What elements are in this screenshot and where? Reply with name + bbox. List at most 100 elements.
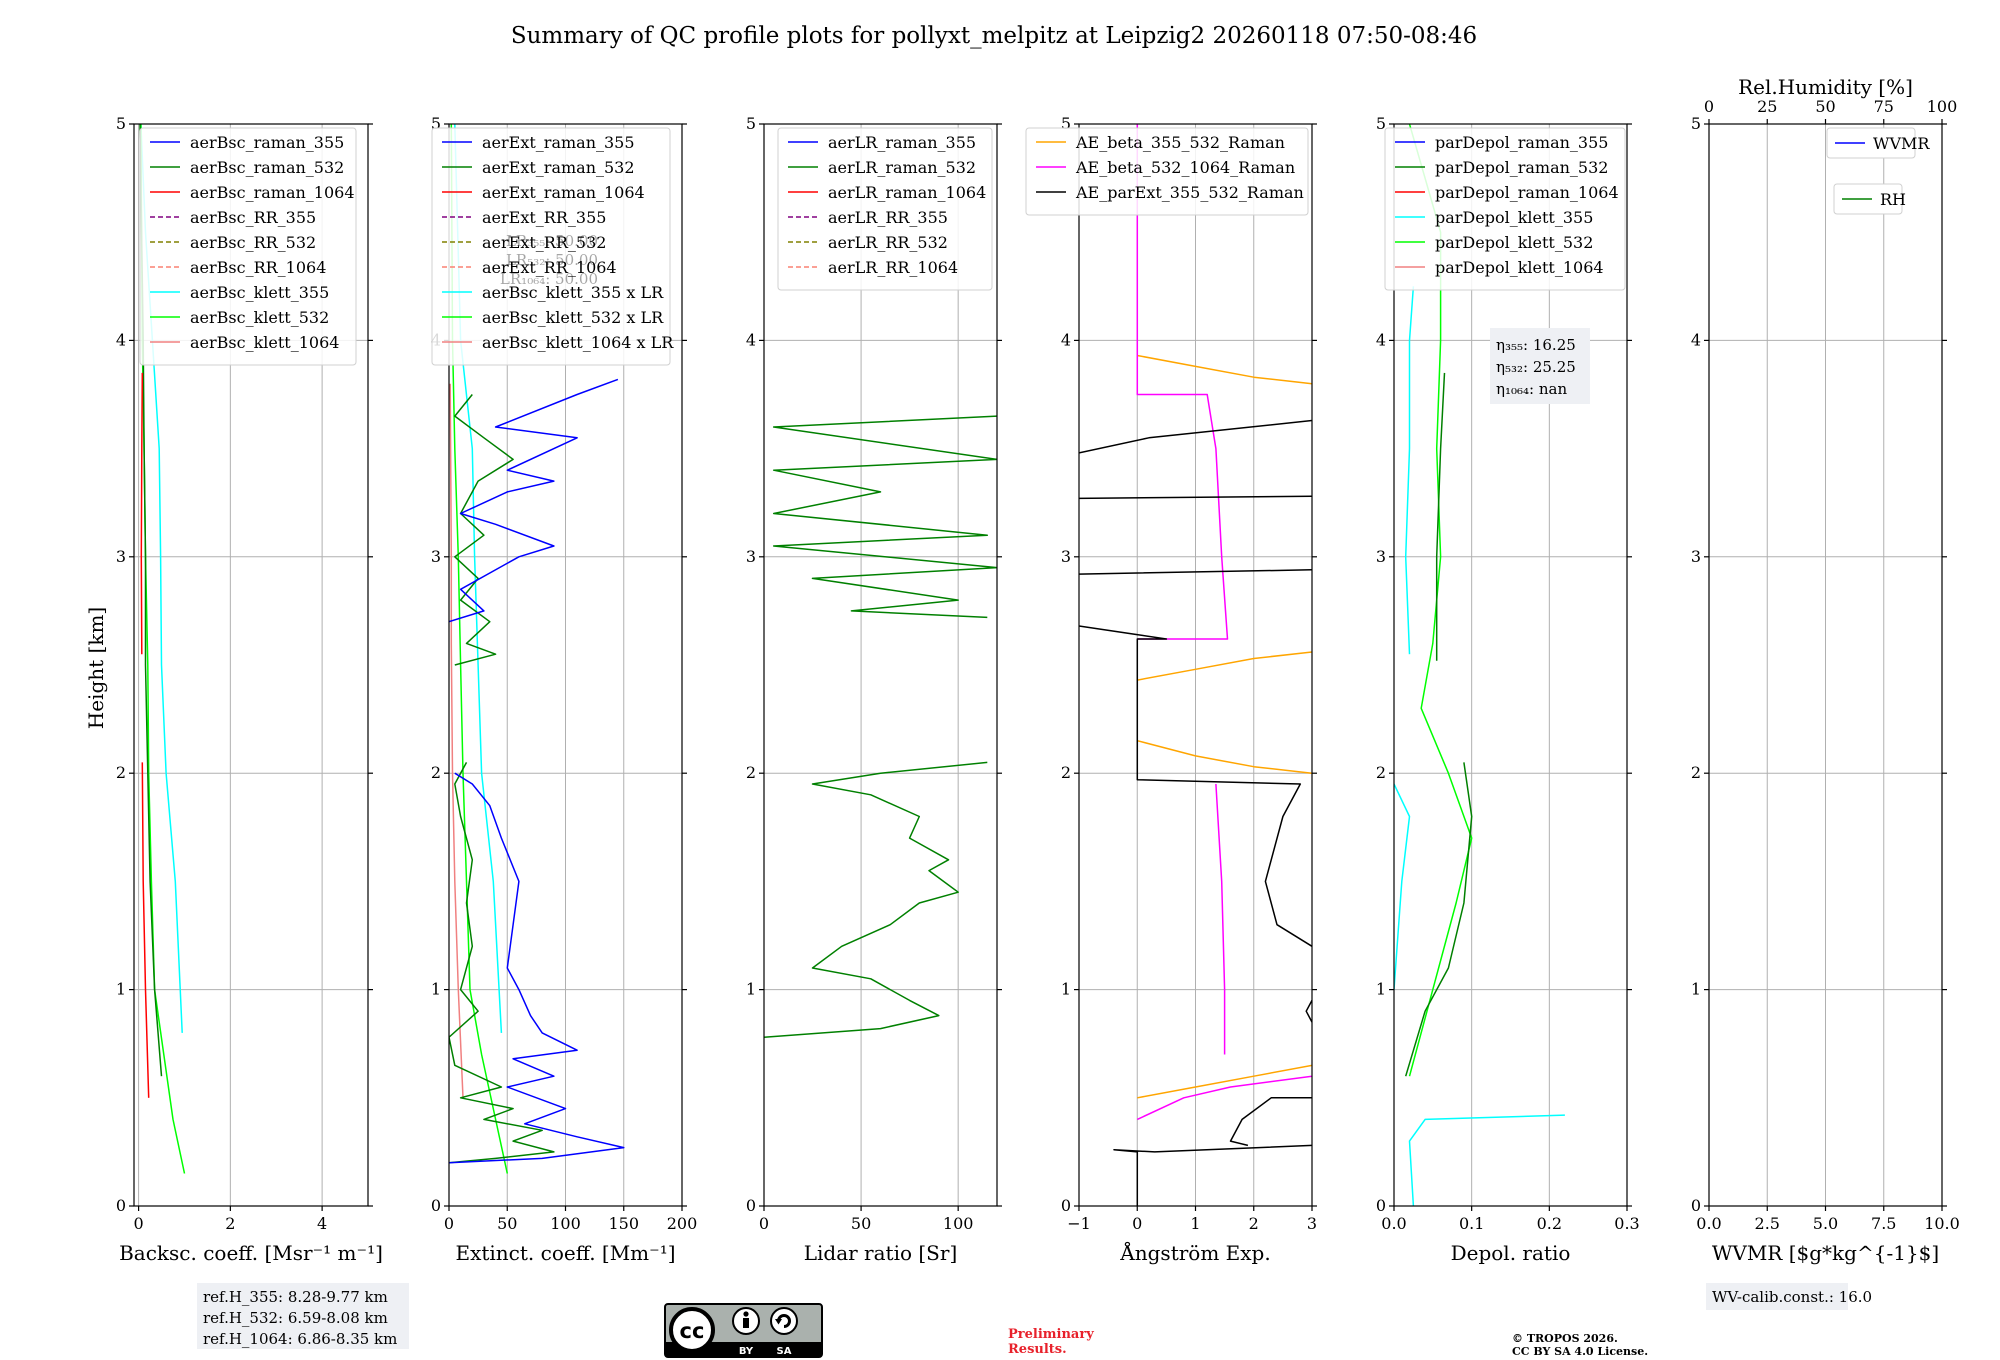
legend-label: aerExt_RR_1064 [482,258,617,277]
y-tick-label: 1 [1376,980,1386,999]
legend-label: aerBsc_RR_355 [190,208,316,227]
preliminary-results-label: Results. [1008,1342,1067,1357]
x-tick-label: 0 [444,1214,454,1233]
y-tick-label: 1 [1691,980,1701,999]
axes-frame [133,123,369,1207]
y-tick-label: 1 [431,980,441,999]
wv-calib-label: WV-calib.const.: 16.0 [1712,1288,1872,1306]
series-line-aerBsc_raman_532 [139,124,163,1077]
x-axis-label: Lidar ratio [Sr] [804,1241,958,1265]
x-tick-label: 0.0 [1381,1214,1406,1233]
x-tick-label: 100 [943,1214,974,1233]
x-axis-label: Ångström Exp. [1119,1240,1270,1265]
x2-tick-label: 100 [1927,97,1958,116]
legend-label: aerLR_raman_1064 [828,183,986,202]
y-tick-label: 4 [116,330,126,349]
y-tick-label: 3 [746,547,756,566]
legend-label: aerLR_raman_355 [828,133,976,152]
x-axis-label: Extinct. coeff. [Mm⁻¹] [455,1241,675,1265]
y-tick-label: 2 [1061,763,1071,782]
copyright-label: © TROPOS 2026. [1512,1332,1618,1345]
y-tick-label: 1 [746,980,756,999]
lr-annotation-line: LR₃₅₅: 50.00 [506,232,598,250]
cc-icon [669,1307,715,1353]
license-label: CC BY SA 4.0 License. [1512,1345,1648,1358]
x2-tick-label: 0 [1704,97,1714,116]
ref-height-box: ref.H_355: 8.28-9.77 km ref.H_532: 6.59-… [197,1283,409,1349]
x-tick-label: 0 [133,1214,143,1233]
legend-frame [431,127,671,366]
x-tick-label: 50 [497,1214,517,1233]
legend-label: aerLR_raman_532 [828,158,976,177]
x-tick-label: 1 [1190,1214,1200,1233]
eta-annotation-line: η₅₃₂: 25.25 [1496,358,1576,376]
panel-ext: 012345050100150200Extinct. coeff. [Mm⁻¹]… [431,114,697,1265]
legend: aerExt_raman_355 aerExt_raman_532 aerExt_r… [431,127,674,366]
axes-frame [763,123,998,1207]
x-tick-label: 2 [225,1214,235,1233]
cc-text: cc [680,1319,705,1343]
x-axis-label: WVMR [$g*kg^{-1}$] [1712,1241,1939,1265]
legend-label: aerLR_RR_532 [828,233,948,252]
legend-frame [139,127,357,366]
series-line-aerExt_raman_355 [449,378,625,1164]
x-tick-label: 4 [317,1214,327,1233]
series-line-aerBsc_klett_532 x LR [450,124,509,1174]
legend: parDepol_raman_355 parDepol_raman_532 parD… [1384,127,1626,291]
legend-label: aerBsc_RR_532 [190,233,316,252]
x2-tick-label: 25 [1757,97,1777,116]
y-tick-label: 1 [116,980,126,999]
y-tick-label: 4 [1691,330,1701,349]
y-tick-label: 3 [1376,547,1386,566]
y-tick-label: 4 [1061,330,1071,349]
ref-height-box-bg [197,1283,409,1349]
y-tick-label: 0 [746,1196,756,1215]
y-tick-label: 1 [1061,980,1071,999]
y-tick-label: 3 [431,547,441,566]
eta-annotation-line: η₃₅₅: 16.25 [1496,336,1576,354]
legend-frame [1384,127,1626,291]
legend: AE_beta_355_532_Raman AE_beta_532_1064_Ra… [1025,127,1309,216]
lr-annotation-line: LR₅₃₂: 50.00 [506,251,598,269]
legend-label: aerBsc_raman_1064 [190,183,355,202]
sa-text: SA [777,1346,792,1357]
axes-frame [1393,123,1628,1207]
legend-label: parDepol_raman_532 [1435,158,1608,177]
figure-title: Summary of QC profile plots for pollyxt_… [511,23,1477,49]
legend-label: aerBsc_klett_1064 x LR [482,333,674,352]
legend-label: aerExt_RR_355 [482,208,606,227]
legend-label: aerExt_RR_532 [482,233,606,252]
x-tick-label: 150 [608,1214,639,1233]
legend: aerLR_raman_355 aerLR_raman_532 aerLR_rama… [777,127,993,291]
x-tick-label: 0.0 [1696,1214,1721,1233]
y-tick-label: 0 [431,1196,441,1215]
x-tick-label: 3 [1307,1214,1317,1233]
series-line-AE_beta_532_1064_Raman [1136,124,1312,1121]
wv-calib-box-bg [1706,1283,1848,1310]
legend-frame [1826,127,1916,159]
ref-height-line: ref.H_532: 6.59-8.08 km [203,1309,388,1327]
series-line-AE_beta_355_532_Raman [1137,354,1312,1099]
y-tick-label: 3 [1061,547,1071,566]
y-tick-label: 4 [746,330,756,349]
series-group [1079,124,1312,1206]
panel-wv: 0 1 2 3 4 5 0.0 2.5 5.0 7.5 10.0 WVMR [$g*kg^{-1}$]… [1691,75,1960,1265]
preliminary-results-label: Preliminary [1008,1327,1094,1342]
y-tick-label: 5 [116,114,126,133]
series-line-AE_parExt_355_532_Raman [1079,419,1312,1206]
legend-label: parDepol_raman_1064 [1435,183,1619,202]
legend-label: aerExt_raman_355 [482,133,635,152]
y-tick-label: 2 [1691,763,1701,782]
y-tick-label: 2 [431,763,441,782]
legend-label: parDepol_klett_532 [1435,233,1593,252]
legend-label: aerBsc_raman_532 [190,158,344,177]
x2-tick-label: 75 [1874,97,1894,116]
series-line-aerExt_raman_532 [449,394,555,1164]
legend-label: aerBsc_raman_355 [190,133,344,152]
legend-label: aerLR_RR_1064 [828,258,958,277]
x-tick-label: 100 [550,1214,581,1233]
series-line-aerBsc_klett_1064 x LR [449,383,464,1098]
